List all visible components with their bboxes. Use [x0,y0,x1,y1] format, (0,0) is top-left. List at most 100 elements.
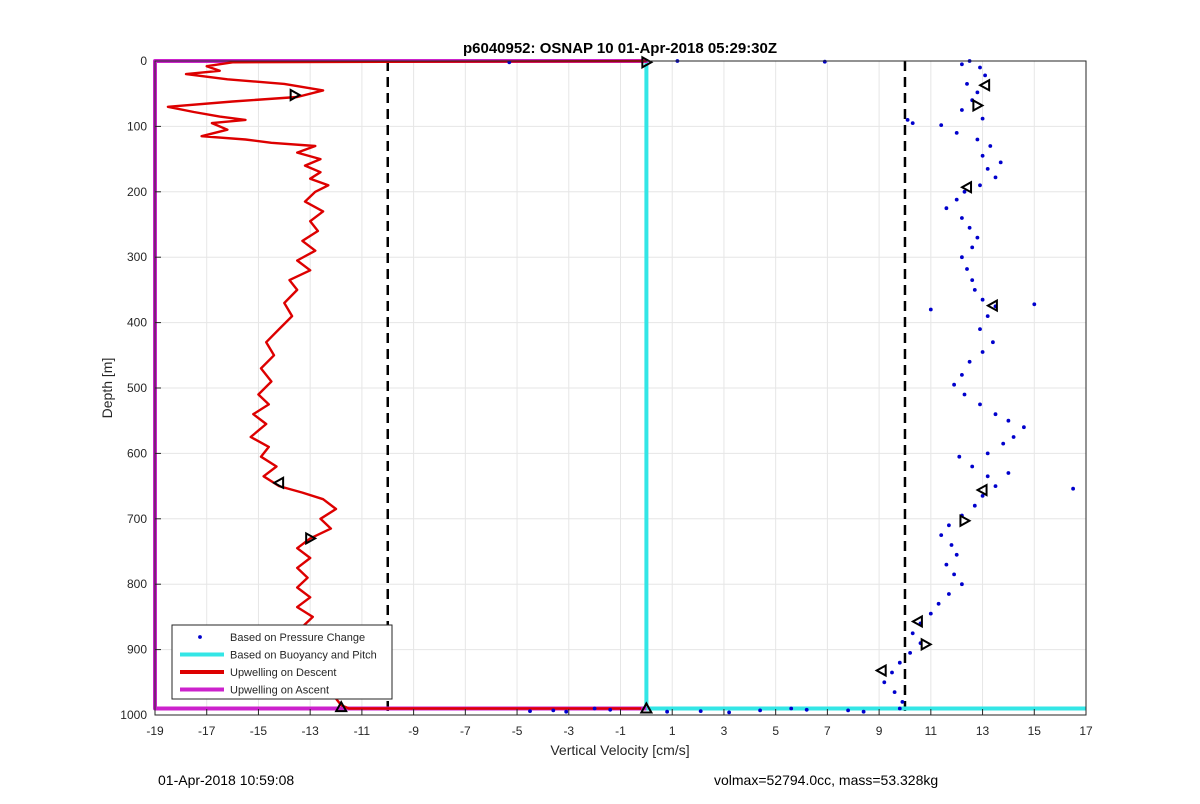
x-tick-label: 1 [669,724,676,738]
direction-marker [874,663,887,678]
y-tick-label: 1000 [120,708,147,722]
data-point [952,382,956,387]
x-tick-label: -11 [354,724,371,738]
data-point [980,494,985,498]
direction-marker [289,88,302,102]
data-point [949,543,954,547]
x-tick-label: 7 [824,724,831,738]
data-point [897,660,902,665]
data-point [980,350,985,354]
data-point [665,709,669,714]
data-point [1022,425,1026,430]
x-tick-label: 15 [1028,724,1042,738]
data-point [972,288,977,292]
data-point [962,189,967,194]
data-point [564,709,569,714]
x-tick-label: -3 [563,724,574,738]
footer-timestamp: 01-Apr-2018 10:59:08 [158,772,295,788]
y-tick-label: 800 [127,577,147,591]
data-point [965,267,969,271]
y-tick-label: 600 [127,446,147,460]
data-point [993,412,998,417]
data-point [952,572,956,577]
data-point [962,392,967,397]
data-point [897,706,902,711]
data-point [1006,471,1011,475]
x-tick-label: 5 [772,724,779,738]
data-point [998,160,1003,165]
direction-marker [920,637,933,652]
x-tick-label: -17 [198,724,216,738]
x-tick-label: 17 [1079,724,1093,738]
data-point [1011,435,1016,439]
y-tick-label: 300 [127,250,147,264]
data-point [900,700,905,704]
x-tick-label: 9 [876,724,883,738]
data-point [970,464,975,469]
data-point [965,82,969,86]
data-point [980,116,985,121]
direction-marker [910,614,923,629]
direction-marker [641,55,654,70]
data-point [993,175,998,180]
direction-marker [972,98,985,113]
data-point [939,533,944,537]
data-point [960,216,964,220]
data-point [960,582,964,587]
data-point [985,451,990,456]
legend: Based on Pressure Change Based on Buoyanc… [171,624,393,700]
data-point [960,255,964,260]
data-point [954,552,959,557]
legend-swatch-point [198,635,202,639]
x-tick-label: -1 [615,724,626,738]
data-point [928,307,933,312]
data-point [957,454,962,459]
legend-label: Based on Buoyancy and Pitch [230,650,377,662]
data-point [944,206,949,211]
data-point [978,327,982,331]
data-point [846,708,850,713]
direction-marker [975,483,988,497]
data-point [882,680,887,685]
data-point [822,59,827,64]
data-point [910,631,915,636]
data-point [892,690,897,694]
data-point [1071,486,1075,491]
data-point [988,144,993,148]
data-point [528,709,532,713]
data-point [978,65,982,70]
x-tick-label: 13 [976,724,990,738]
data-point [936,601,941,606]
reference-lines [386,61,907,715]
direction-marker [959,514,972,528]
data-point [980,153,985,158]
data-point [727,710,731,715]
data-point [967,359,972,364]
data-point [954,131,959,135]
data-point [804,707,809,712]
data-point [947,592,951,596]
data-point [991,340,995,345]
y-axis-ticks: 0 100 200 300 400 500 600 700 800 900 1000 [120,54,161,722]
x-tick-label: -9 [408,724,419,738]
x-tick-label: -7 [460,724,471,738]
x-tick-label: 3 [721,724,728,738]
direction-marker [334,700,348,713]
data-point [928,611,933,616]
data-point [939,123,944,127]
direction-marker [272,476,285,490]
x-tick-label: 11 [925,724,938,738]
data-point [789,706,794,711]
series-line [166,59,647,710]
direction-marker [639,701,654,714]
direction-marker [305,531,318,546]
legend-box [171,624,393,700]
data-point [983,73,987,78]
x-axis-label: Vertical Velocity [cm/s] [550,742,689,758]
data-point [967,225,972,230]
data-point [972,503,977,508]
x-tick-label: -19 [146,724,164,738]
data-point [960,62,964,67]
y-tick-label: 200 [127,185,147,199]
